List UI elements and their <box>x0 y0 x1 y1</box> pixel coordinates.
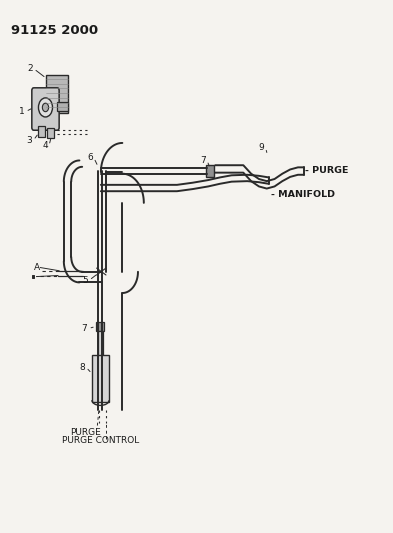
Bar <box>32 275 34 278</box>
Text: PURGE: PURGE <box>70 427 101 437</box>
Text: 8: 8 <box>79 363 85 372</box>
Text: 5: 5 <box>83 276 88 285</box>
Text: A: A <box>33 263 40 272</box>
Bar <box>98 331 103 357</box>
Bar <box>57 102 68 111</box>
Text: 7: 7 <box>200 156 206 165</box>
Bar <box>46 75 68 113</box>
Text: 6: 6 <box>87 154 93 163</box>
Text: - MANIFOLD: - MANIFOLD <box>271 190 335 199</box>
Bar <box>39 126 46 136</box>
Bar <box>92 355 109 402</box>
Text: PURGE CONTROL: PURGE CONTROL <box>62 435 139 445</box>
Text: 3: 3 <box>27 136 32 145</box>
Bar <box>206 165 215 177</box>
Circle shape <box>39 98 53 117</box>
Text: 9: 9 <box>259 143 264 152</box>
Bar <box>48 127 55 138</box>
Text: 1: 1 <box>19 107 24 116</box>
Text: 91125 2000: 91125 2000 <box>11 23 98 37</box>
Text: 4: 4 <box>42 141 48 150</box>
Text: 2: 2 <box>27 64 33 73</box>
FancyBboxPatch shape <box>32 88 59 130</box>
Text: 7: 7 <box>82 324 87 333</box>
Circle shape <box>42 103 49 112</box>
Text: - PURGE: - PURGE <box>305 166 349 175</box>
Bar <box>96 321 105 331</box>
